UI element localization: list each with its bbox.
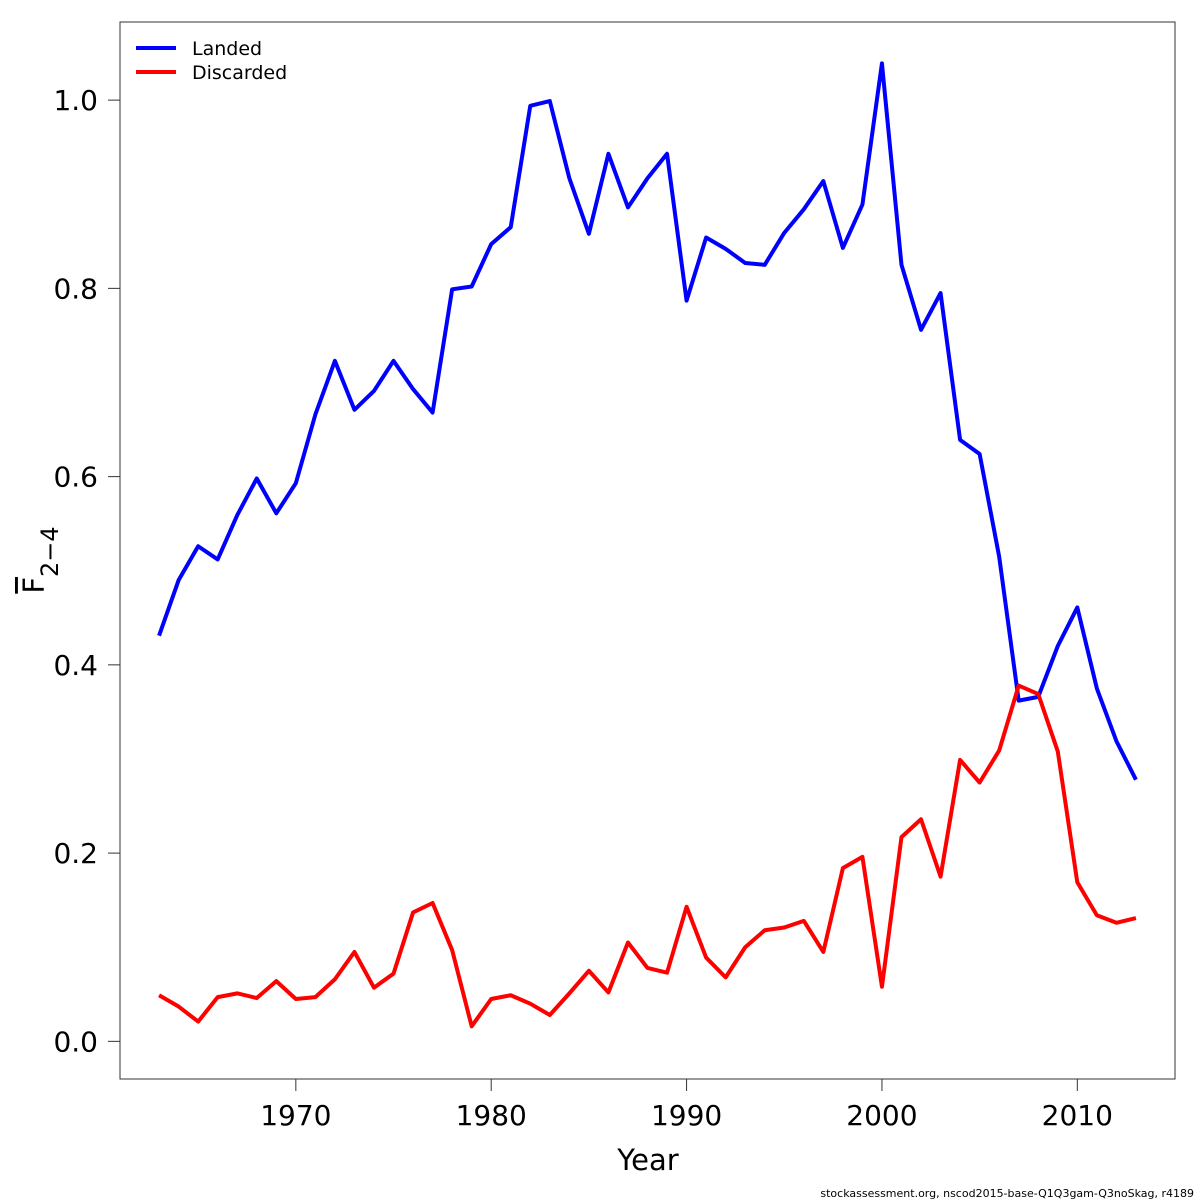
y-axis-label: F2−4 — [17, 526, 64, 593]
data-line — [157, 61, 1138, 781]
caption: stockassessment.org, nscod2015-base-Q1Q3… — [820, 1187, 1194, 1200]
legend-label: Landed — [192, 38, 262, 60]
y-label-subscript: 2−4 — [36, 526, 64, 577]
y-tick-label: 0.4 — [53, 649, 98, 682]
x-tick-label: 1970 — [260, 1099, 331, 1132]
y-tick-label: 1.0 — [53, 84, 98, 117]
x-tick-label: 2000 — [846, 1099, 917, 1132]
x-tick-label: 2010 — [1042, 1099, 1113, 1132]
x-tick-label: 1980 — [456, 1099, 527, 1132]
y-tick-label: 0.2 — [53, 837, 98, 870]
data-line — [158, 683, 1137, 1029]
x-tick-label: 1990 — [651, 1099, 722, 1132]
x-axis-label: Year — [616, 1143, 678, 1177]
plot-frame — [119, 21, 1176, 1080]
y-label-main: F — [17, 577, 51, 594]
y-tick-label: 0.6 — [53, 461, 98, 494]
y-tick-label: 0.8 — [53, 272, 98, 305]
y-tick-label: 0.0 — [53, 1025, 98, 1058]
legend-label: Discarded — [192, 62, 287, 84]
